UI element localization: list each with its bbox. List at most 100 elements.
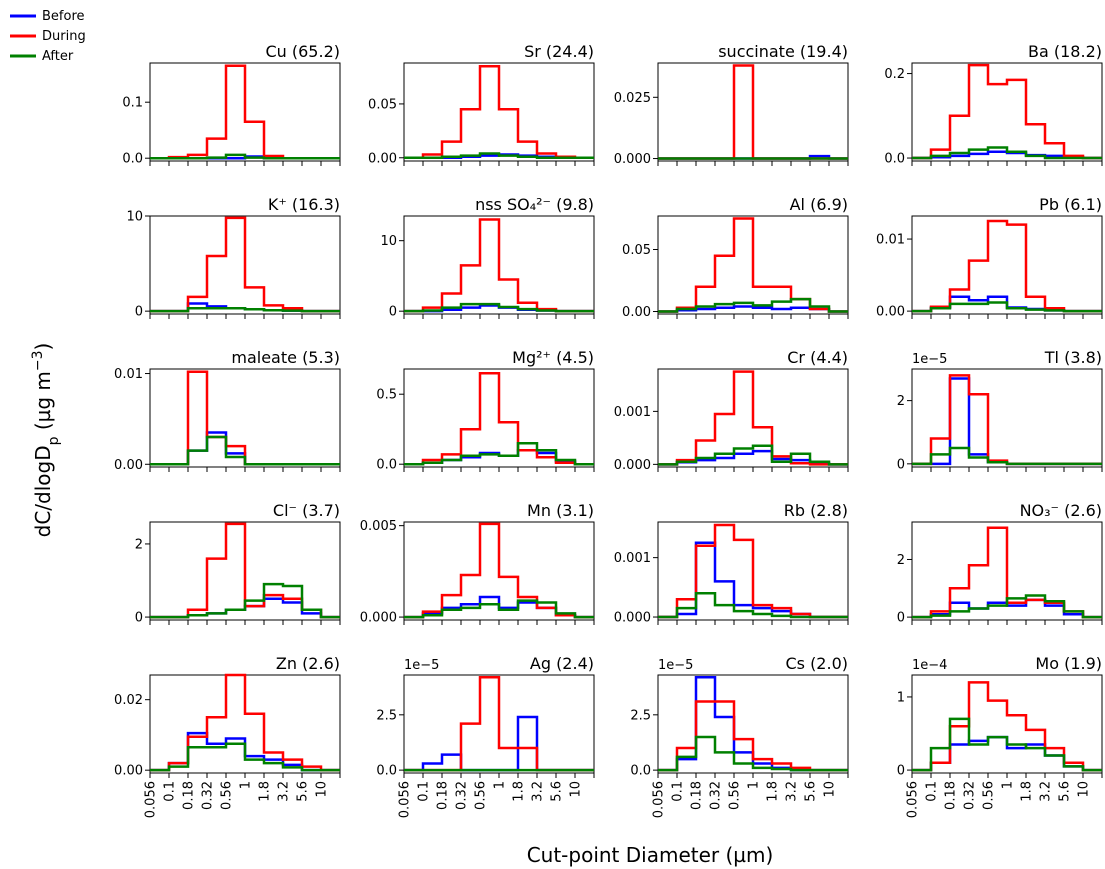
subplot-4: K⁺ (16.3) 0 10 [126,195,341,320]
subplot-17: Ag (2.4)1e−50.02.50.056 0.1 0.18 0.32 0.56 1 1… [376,654,595,818]
y-tick-label: 0.000 [360,611,397,626]
series-after [404,441,594,466]
subplot-15: NO₃⁻ (2.6) 0 2 [897,501,1103,626]
series-during [912,374,1102,466]
subplot-title: Rb (2.8) [784,501,848,520]
x-tick-label: 10 [569,781,584,798]
series-after [912,717,1102,772]
series-after [912,146,1102,160]
subplot-8: maleate (5.3) 0.00 0.01 [114,348,341,473]
y-tick-label: 0.5 [376,388,397,403]
x-tick-label: 10 [1077,781,1092,798]
series-after [912,301,1102,313]
series-after [150,582,340,619]
y-tick-label: 0.0 [122,152,143,167]
x-tick-label: 0.056 [398,781,413,818]
series-after [912,594,1102,619]
x-tick-label: 3.2 [531,781,546,802]
y-tick-label: 0.00 [876,305,905,320]
y-tick-label: 0.025 [614,91,651,106]
x-tick-label: 5.6 [1058,781,1073,802]
series-during [150,216,340,313]
y-tick-label: 0.00 [368,151,397,166]
y-tick-label: 0.02 [114,693,143,708]
series-after [404,599,594,619]
y-tick-label: 10 [380,234,397,249]
series-before [912,377,1102,466]
subplot-title: Pb (6.1) [1039,195,1102,214]
x-axis-label: Cut-point Diameter (µm) [527,843,774,867]
series-after [150,435,340,466]
subplot-18: Cs (2.0)1e−50.02.50.056 0.1 0.18 0.32 0.56 1 1… [630,654,849,818]
x-tick-label: 5.6 [804,781,819,802]
subplot-title: Sr (24.4) [524,42,594,61]
subplot-title: succinate (19.4) [718,42,848,61]
x-tick-label: 1.8 [766,781,781,802]
subplot-title: NO₃⁻ (2.6) [1020,501,1102,520]
subplot-title: K⁺ (16.3) [268,195,340,214]
x-tick-label: 1.8 [258,781,273,802]
subplot-13: Mn (3.1) 0.000 0.005 [360,501,595,626]
x-tick-label: 1.8 [512,781,527,802]
x-tick-label: 0.32 [709,781,724,810]
y-tick-label: 0.000 [614,458,651,473]
subplot-19: Mo (1.9) 1e−4 0 1 0.056 0.1 0.18 0.32 0.56 1 1.8 3.… [897,654,1103,818]
subplot-0: Cu (65.2) 0.0 0.1 [122,42,341,167]
x-tick-label: 0.18 [944,781,959,810]
y-tick-label: 0.00 [114,764,143,779]
subplot-5: nss SO₄²⁻ (9.8) 0 10 [380,195,595,320]
legend-label-before: Before [42,9,85,24]
subplot-frame [911,674,1103,774]
y-tick-label: 0 [897,764,905,779]
x-tick-label: 0.18 [182,781,197,810]
series-during [150,64,340,160]
subplot-7: Pb (6.1) 0.00 0.01 [876,195,1103,320]
y-tick-label: 0.1 [122,96,143,111]
x-tick-label: 10 [823,781,838,798]
series-during [150,370,340,466]
x-tick-label: 0.1 [671,781,686,802]
series-during [404,218,594,313]
subplot-title: Cl⁻ (3.7) [273,501,340,520]
y-tick-label: 0 [897,457,905,472]
series-after [404,302,594,313]
series-after [658,735,848,772]
x-tick-label: 0.32 [963,781,978,810]
series-during [658,700,848,772]
series-during [404,64,594,160]
y-tick-label: 0.001 [614,405,651,420]
x-tick-label: 3.2 [785,781,800,802]
series-after [150,153,340,160]
x-tick-label: 1 [239,781,254,789]
x-tick-label: 0.18 [690,781,705,810]
subplot-12: Cl⁻ (3.7) 0 2 [135,501,341,626]
x-tick-label: 5.6 [550,781,565,802]
legend-label-after: After [42,49,74,64]
x-tick-label: 0.056 [144,781,159,818]
subplot-title: Al (6.9) [790,195,848,214]
y-tick-label: 0 [135,305,143,320]
subplot-title: Mg²⁺ (4.5) [512,348,594,367]
y-tick-label: 0.0 [376,458,397,473]
y-tick-label: 2.5 [376,708,397,723]
x-tick-label: 1.8 [1020,781,1035,802]
legend-label-during: During [42,29,86,44]
y-tick-label: 0.0 [376,764,397,779]
y-tick-label: 2 [897,394,905,409]
x-tick-label: 10 [315,781,330,798]
subplot-grid: Cu (65.2)0.00.1Sr (24.4)0.000.05succinat… [114,42,1103,818]
subplot-title: Mn (3.1) [527,501,594,520]
series-during [404,371,594,466]
subplot-3: Ba (18.2) 0.0 0.2 [884,42,1103,167]
subplot-9: Mg²⁺ (4.5) 0.0 0.5 [376,348,595,473]
subplot-10: Cr (4.4) 0.000 0.001 [614,348,849,473]
x-tick-label: 1 [747,781,762,789]
x-tick-label: 0.56 [982,781,997,810]
series-during [404,675,594,772]
series-after [658,297,848,313]
y-tick-label: 0.01 [876,233,905,248]
series-during [658,217,848,313]
subplot-title: Ag (2.4) [530,654,594,673]
subplot-title: Tl (3.8) [1044,348,1102,367]
